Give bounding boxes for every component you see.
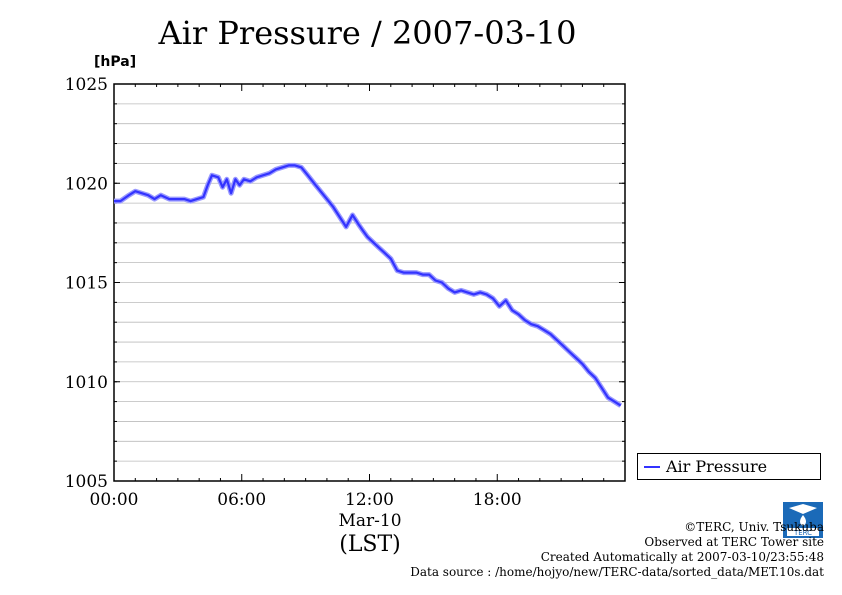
legend-label-air-pressure: Air Pressure <box>666 457 768 476</box>
credit-copyright: ©TERC, Univ. Tsukuba <box>684 520 824 534</box>
credit-observed: Observed at TERC Tower site <box>644 535 824 549</box>
series-line-air-pressure <box>114 164 622 407</box>
credits-block: ©TERC, Univ. Tsukuba Observed at TERC To… <box>410 520 824 580</box>
x-tick-label: 18:00 <box>473 490 522 510</box>
chart-title: Air Pressure / 2007-03-10 <box>158 14 577 52</box>
x-tick-label: 00:00 <box>90 490 139 510</box>
y-tick-label: 1025 <box>65 75 108 95</box>
axis-ticks: 1005 1010 1015 1020 1025 00:00 06:00 12:00 18:00 <box>65 75 625 510</box>
grid-lines <box>114 103 625 462</box>
x-tick-label: 12:00 <box>345 490 394 510</box>
x-axis-zone-label: (LST) <box>339 532 401 557</box>
legend-swatch-air-pressure <box>644 465 660 468</box>
chart-legend: Air Pressure <box>637 453 821 480</box>
y-axis-unit: [hPa] <box>94 54 137 70</box>
y-tick-label: 1005 <box>65 472 108 492</box>
y-tick-label: 1020 <box>65 174 108 194</box>
series-layer <box>114 162 623 408</box>
y-tick-label: 1010 <box>65 373 108 393</box>
y-tick-label: 1015 <box>65 274 108 294</box>
credit-created: Created Automatically at 2007-03-10/23:5… <box>540 550 824 564</box>
credit-source: Data source : /home/hojyo/new/TERC-data/… <box>410 565 824 579</box>
logo-text: TERC <box>793 529 812 537</box>
x-tick-label: 06:00 <box>217 490 266 510</box>
x-axis-date-label: Mar-10 <box>338 511 402 531</box>
terc-logo-icon: TERC <box>783 502 823 538</box>
